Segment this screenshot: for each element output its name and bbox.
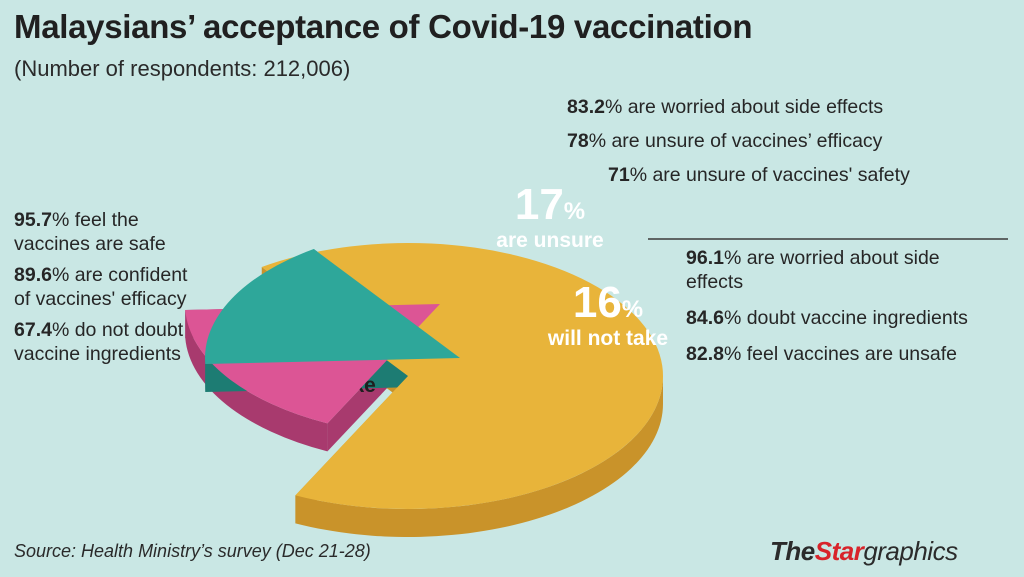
will-not-take-notes: 96.1% are worried about side effects 84.… (686, 247, 968, 365)
chart-subtitle: (Number of respondents: 212,006) (14, 56, 351, 81)
pie-slice (205, 249, 460, 365)
unsure-note-3: 71% are unsure of vaccines' safety (608, 164, 910, 186)
chart-title: Malaysians’ acceptance of Covid-19 vacci… (14, 8, 753, 45)
slice-category-label: will not take (547, 327, 668, 350)
slice-category-label: are unsure (496, 229, 603, 252)
brand-logo: TheStargraphics (770, 536, 958, 566)
slice-percent-label: 17% (515, 180, 585, 229)
unsure-note-1: 83.2% are worried about side effects (567, 96, 884, 118)
unsure-note-2: 78% are unsure of vaccines’ efficacy (567, 130, 883, 152)
note-item: 89.6% are confident of vaccines' efficac… (14, 264, 188, 310)
source-note: Source: Health Ministry’s survey (Dec 21… (14, 541, 371, 561)
note-item: 95.7% feel the vaccines are safe (14, 209, 166, 255)
note-item: 67.4% do not doubt vaccine ingredients (14, 319, 184, 365)
slice-percent-label: 16% (573, 278, 643, 327)
will-take-notes: 95.7% feel the vaccines are safe 89.6% a… (14, 208, 204, 373)
